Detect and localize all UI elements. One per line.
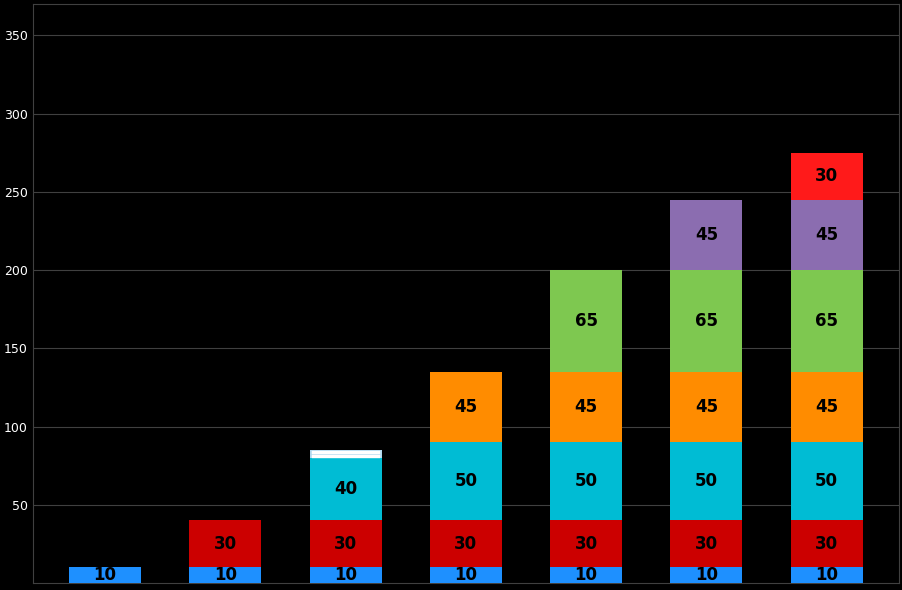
Bar <box>309 568 382 583</box>
Bar <box>549 520 621 568</box>
Text: 30: 30 <box>574 535 597 553</box>
Bar <box>790 372 861 442</box>
Text: 50: 50 <box>815 472 837 490</box>
Bar <box>669 270 741 372</box>
Bar <box>790 442 861 520</box>
Text: 45: 45 <box>815 398 837 416</box>
Text: 40: 40 <box>334 480 357 498</box>
Text: 45: 45 <box>574 398 597 416</box>
Text: 45: 45 <box>815 226 837 244</box>
Bar <box>189 520 261 568</box>
Text: 30: 30 <box>214 535 236 553</box>
Bar <box>549 568 621 583</box>
Text: 45: 45 <box>454 398 477 416</box>
Text: 10: 10 <box>214 566 236 584</box>
Text: 45: 45 <box>694 398 717 416</box>
Text: 65: 65 <box>815 312 837 330</box>
Bar <box>549 270 621 372</box>
Bar <box>790 520 861 568</box>
Bar <box>429 568 502 583</box>
Bar <box>669 520 741 568</box>
Bar <box>309 450 382 458</box>
Bar <box>69 568 141 583</box>
Text: 50: 50 <box>454 472 477 490</box>
Bar <box>549 372 621 442</box>
Bar <box>669 372 741 442</box>
Bar <box>790 270 861 372</box>
Text: 50: 50 <box>574 472 597 490</box>
Text: 30: 30 <box>334 535 357 553</box>
Text: 10: 10 <box>574 566 597 584</box>
Text: 10: 10 <box>454 566 477 584</box>
Bar <box>669 199 741 270</box>
Text: 50: 50 <box>695 472 717 490</box>
Bar <box>429 520 502 568</box>
Text: 30: 30 <box>454 535 477 553</box>
Text: 30: 30 <box>815 535 837 553</box>
Text: 10: 10 <box>695 566 717 584</box>
Bar <box>189 568 261 583</box>
Text: 30: 30 <box>694 535 717 553</box>
Bar <box>309 520 382 568</box>
Bar <box>790 568 861 583</box>
Bar <box>669 442 741 520</box>
Text: 10: 10 <box>815 566 837 584</box>
Bar <box>309 458 382 520</box>
Bar <box>429 442 502 520</box>
Text: 30: 30 <box>815 167 837 185</box>
Text: 10: 10 <box>94 566 116 584</box>
Text: 10: 10 <box>334 566 356 584</box>
Bar <box>790 153 861 199</box>
Text: 65: 65 <box>695 312 717 330</box>
Bar <box>549 442 621 520</box>
Text: 65: 65 <box>574 312 597 330</box>
Text: 45: 45 <box>694 226 717 244</box>
Bar <box>429 372 502 442</box>
Bar <box>790 199 861 270</box>
Bar <box>669 568 741 583</box>
